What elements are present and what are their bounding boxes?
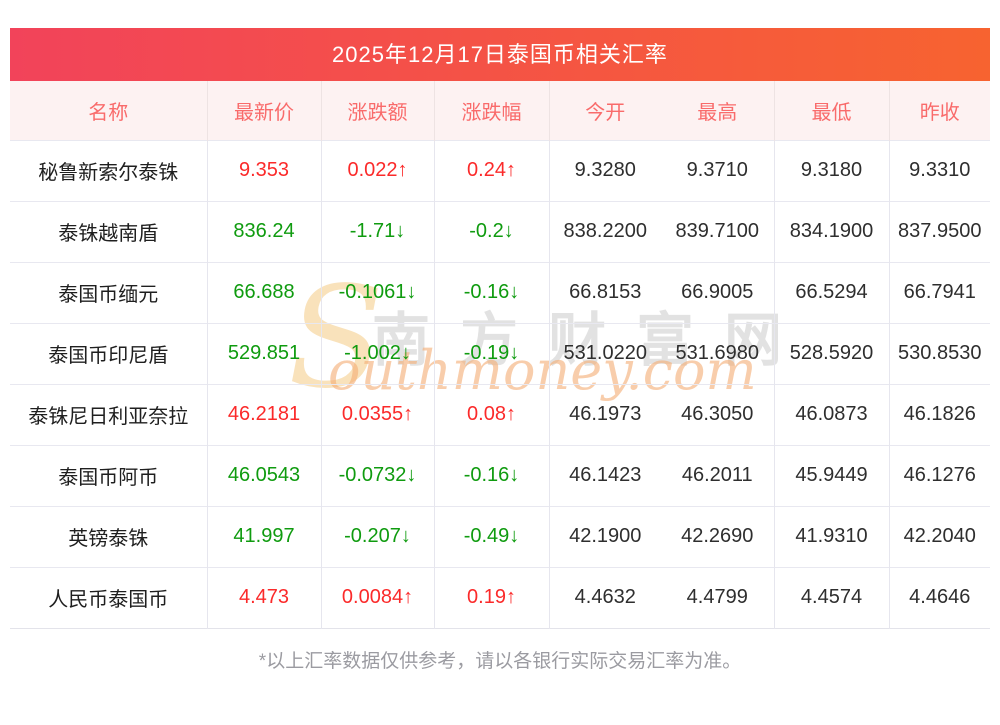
column-header-name: 名称 [10,81,208,140]
cell-low: 9.3180 [774,140,890,201]
cell-high: 4.4799 [661,567,775,628]
cell-change-amount: -0.0732↓ [321,445,435,506]
table-row: 泰铢越南盾 836.24 -1.71↓ -0.2↓ 838.2200 839.7100 83… [10,201,990,262]
cell-latest-price: 46.2181 [207,384,322,445]
cell-prev-close: 837.9500 [898,220,982,242]
cell-change-percent: 0.24↑ [434,140,550,201]
cell-low: 41.9310 [774,506,890,567]
cell-latest-price: 4.473 [207,567,322,628]
cell-name: 英镑泰铢 [10,506,208,567]
cell-high: 46.2011 [661,445,775,506]
rates-table-container: S 南方财富网 outhmoney.com 名称 最新价 涨跌额 涨跌幅 今开 最高 最低昨… [10,81,990,629]
page: 2025年12月17日泰国币相关汇率 S 南方财富网 outhmoney.com… [0,28,1000,673]
column-header-prev-close: 昨收 [919,101,960,124]
cell-change-amount: -1.71↓ [321,201,435,262]
cell-change-amount: -1.002↓ [321,323,435,384]
cell-latest-price: 41.997 [207,506,322,567]
cell-change-amount: 0.0084↑ [321,567,435,628]
cell-change-amount: -0.1061↓ [321,262,435,323]
header-row: 名称 最新价 涨跌额 涨跌幅 今开 最高 最低 昨收 [10,81,990,140]
column-header-high: 最高 [661,81,775,140]
cell-latest-price: 46.0543 [207,445,322,506]
cell-low: 528.5920 [774,323,890,384]
cell-change-percent: -0.19↓ [434,323,550,384]
cell-high: 839.7100 [661,201,775,262]
disclaimer-note: *以上汇率数据仅供参考，请以各银行实际交易汇率为准。 [258,650,742,672]
cell-open: 46.1423 [569,464,642,486]
cell-change-percent: -0.16↓ [434,445,550,506]
page-title: 2025年12月17日泰国币相关汇率 [332,42,668,67]
column-header-change-amount: 涨跌额 [321,81,435,140]
cell-open: 9.3280 [574,159,636,181]
table-row: 秘鲁新索尔泰铢 9.353 0.022↑ 0.24↑ 9.3280 9.3710 9.318… [10,140,990,201]
cell-low: 45.9449 [774,445,890,506]
cell-open: 42.1900 [569,525,642,547]
cell-high: 9.3710 [661,140,775,201]
cell-prev-close: 530.8530 [898,342,982,364]
column-header-low: 最低 [774,81,890,140]
cell-prev-close: 46.1826 [903,403,976,425]
cell-prev-close: 42.2040 [903,525,976,547]
cell-open: 66.8153 [569,281,642,303]
cell-latest-price: 836.24 [207,201,322,262]
table-row: 泰国币缅元 66.688 -0.1061↓ -0.16↓ 66.8153 66.9005 6… [10,262,990,323]
cell-change-amount: 0.022↑ [321,140,435,201]
table-row: 人民币泰国币 4.473 0.0084↑ 0.19↑ 4.4632 4.4799 4.457… [10,567,990,628]
cell-open: 46.1973 [569,403,642,425]
cell-open: 838.2200 [563,220,647,242]
cell-latest-price: 9.353 [207,140,322,201]
cell-prev-close: 66.7941 [903,281,976,303]
cell-open: 4.4632 [574,586,636,608]
cell-open: 531.0220 [563,342,647,364]
cell-prev-close: 46.1276 [903,464,976,486]
cell-name: 泰国币缅元 [10,262,208,323]
cell-high: 46.3050 [661,384,775,445]
cell-name: 泰铢越南盾 [10,201,208,262]
cell-name: 秘鲁新索尔泰铢 [10,140,208,201]
cell-change-percent: -0.16↓ [434,262,550,323]
cell-change-percent: -0.2↓ [434,201,550,262]
cell-change-amount: -0.207↓ [321,506,435,567]
cell-high: 42.2690 [661,506,775,567]
cell-latest-price: 66.688 [207,262,322,323]
cell-latest-price: 529.851 [207,323,322,384]
table-row: 泰铢尼日利亚奈拉 46.2181 0.0355↑ 0.08↑ 46.1973 46.305… [10,384,990,445]
cell-high: 66.9005 [661,262,775,323]
cell-name: 泰国币印尼盾 [10,323,208,384]
cell-change-percent: 0.19↑ [434,567,550,628]
cell-low: 46.0873 [774,384,890,445]
table-header: 名称 最新价 涨跌额 涨跌幅 今开 最高 最低 昨收 [10,81,990,140]
cell-low: 66.5294 [774,262,890,323]
cell-low: 4.4574 [774,567,890,628]
column-header-open: 今开 [585,101,626,124]
table-row: 英镑泰铢 41.997 -0.207↓ -0.49↓ 42.1900 42.2690 41.… [10,506,990,567]
table-title-banner: 2025年12月17日泰国币相关汇率 [10,28,990,81]
cell-high: 531.6980 [661,323,775,384]
cell-low: 834.1900 [774,201,890,262]
column-header-latest-price: 最新价 [207,81,322,140]
cell-change-amount: 0.0355↑ [321,384,435,445]
table-body: 秘鲁新索尔泰铢 9.353 0.022↑ 0.24↑ 9.3280 9.3710 9.318… [10,140,990,628]
cell-change-percent: 0.08↑ [434,384,550,445]
table-row: 泰国币阿币 46.0543 -0.0732↓ -0.16↓ 46.1423 46.2011… [10,445,990,506]
cell-name: 人民币泰国币 [10,567,208,628]
column-header-change-percent: 涨跌幅 [434,81,550,140]
rates-table: 名称 最新价 涨跌额 涨跌幅 今开 最高 最低 昨收 秘鲁新索尔泰铢 9.353 0.022↑ 0.… [10,81,990,629]
cell-prev-close: 9.3310 [909,159,971,181]
cell-name: 泰国币阿币 [10,445,208,506]
cell-name: 泰铢尼日利亚奈拉 [10,384,208,445]
cell-change-percent: -0.49↓ [434,506,550,567]
cell-prev-close: 4.4646 [909,586,971,608]
table-row: 泰国币印尼盾 529.851 -1.002↓ -0.19↓ 531.0220 531.69… [10,323,990,384]
